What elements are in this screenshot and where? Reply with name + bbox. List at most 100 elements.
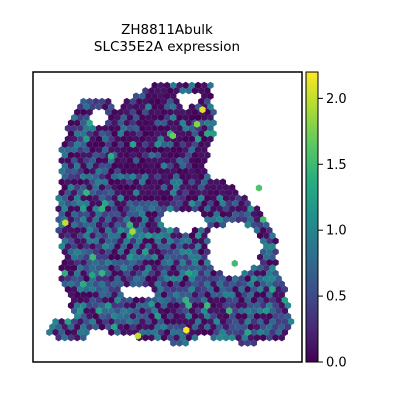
expression-spot	[129, 301, 137, 310]
high-expression-spot	[193, 120, 201, 128]
expression-spot	[46, 328, 53, 336]
expression-spot	[232, 328, 239, 336]
expression-spot	[167, 140, 174, 149]
expression-spot	[117, 291, 124, 299]
expression-spot	[182, 264, 189, 272]
expression-spot	[86, 140, 93, 149]
expression-spot	[70, 156, 78, 165]
expression-spot	[216, 312, 223, 320]
expression-spot	[201, 92, 208, 100]
expression-spot	[204, 269, 211, 277]
expression-spot	[260, 291, 267, 299]
expression-spot	[198, 130, 205, 138]
expression-spot	[74, 194, 81, 202]
expression-spot	[185, 119, 192, 127]
expression-spot	[173, 162, 180, 170]
expression-spot	[194, 156, 202, 165]
expression-spot	[253, 301, 261, 310]
expression-spot	[108, 264, 115, 272]
expression-spot	[160, 258, 168, 267]
expression-spot	[154, 119, 161, 127]
expression-spot	[120, 264, 127, 272]
expression-spot	[67, 237, 75, 245]
expression-spot	[114, 307, 121, 315]
expression-spot	[83, 210, 90, 218]
expression-spot	[154, 162, 161, 170]
expression-spot	[194, 253, 202, 261]
expression-spot	[188, 81, 196, 89]
expression-spot	[191, 237, 199, 245]
expression-spot	[74, 151, 81, 159]
expression-spot	[201, 328, 208, 336]
expression-spot	[148, 248, 155, 256]
expression-spot	[95, 135, 103, 143]
expression-spot	[89, 167, 96, 175]
high-expression-spot	[231, 259, 238, 267]
expression-spot	[74, 280, 81, 288]
expression-spot	[170, 81, 177, 89]
expression-spot	[126, 328, 134, 336]
expression-spot	[55, 205, 62, 213]
expression-spot	[80, 226, 87, 234]
expression-spot	[86, 130, 93, 138]
expression-spot	[163, 81, 171, 89]
expression-spot	[98, 291, 106, 299]
expression-spot	[191, 334, 199, 342]
expression-spot	[173, 173, 180, 181]
expression-spot	[132, 275, 140, 283]
expression-spot	[173, 87, 180, 95]
expression-spot	[111, 194, 118, 202]
expression-spot	[160, 269, 168, 277]
expression-spot	[101, 189, 109, 197]
expression-spot	[145, 156, 152, 165]
expression-spot	[256, 296, 264, 304]
expression-spot	[126, 210, 134, 218]
expression-spot	[145, 210, 152, 218]
expression-spot	[250, 210, 258, 218]
expression-spot	[241, 194, 248, 202]
expression-spot	[132, 146, 140, 154]
expression-spot	[129, 323, 137, 331]
expression-spot	[129, 140, 137, 149]
expression-spot	[188, 328, 196, 336]
expression-spot	[154, 151, 161, 159]
expression-spot	[92, 194, 99, 202]
expression-spot	[157, 199, 165, 208]
expression-spot	[176, 339, 183, 347]
expression-spot	[123, 194, 130, 202]
expression-spot	[114, 253, 121, 261]
expression-spot	[132, 189, 140, 197]
expression-spot	[167, 226, 174, 234]
expression-spot	[55, 323, 62, 331]
expression-spot	[58, 189, 65, 197]
expression-spot	[70, 275, 78, 283]
expression-spot	[263, 242, 270, 251]
expression-spot	[194, 199, 202, 208]
expression-spot	[77, 113, 84, 122]
expression-spot	[219, 285, 227, 293]
expression-spot	[244, 275, 251, 283]
expression-spot	[176, 199, 183, 208]
expression-spot	[253, 205, 261, 213]
expression-spot	[219, 210, 227, 218]
expression-spot	[80, 334, 87, 342]
expression-spot	[160, 280, 168, 288]
expression-spot	[148, 162, 155, 170]
expression-spot	[154, 140, 161, 149]
expression-spot	[105, 291, 112, 299]
expression-spot	[167, 248, 174, 256]
expression-spot	[185, 130, 192, 138]
expression-spot	[108, 135, 115, 143]
expression-spot	[123, 162, 130, 170]
expression-spot	[179, 173, 186, 181]
expression-spot	[278, 280, 285, 288]
expression-spot	[185, 258, 192, 267]
expression-spot	[241, 312, 248, 320]
expression-spot	[92, 130, 99, 138]
expression-spot	[129, 183, 137, 191]
expression-spot	[275, 296, 282, 304]
expression-spot	[263, 221, 270, 229]
expression-spot	[238, 318, 245, 326]
expression-spot	[272, 323, 279, 331]
expression-spot	[86, 205, 93, 213]
